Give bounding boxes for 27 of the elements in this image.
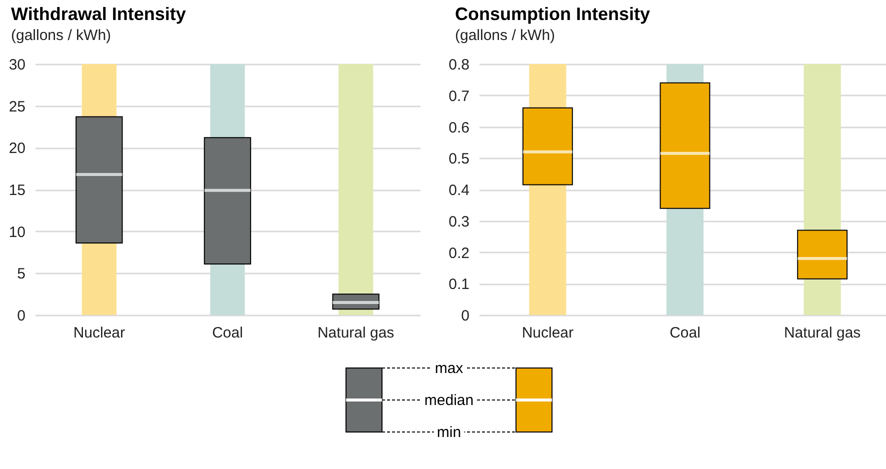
y-tick-label: 0.4 bbox=[448, 182, 470, 199]
y-tick-label: 0 bbox=[461, 308, 470, 324]
y-tick-label: 15 bbox=[8, 182, 26, 199]
y-tick-label: 5 bbox=[17, 266, 26, 283]
y-tick-label: 0.2 bbox=[448, 244, 470, 262]
x-tick-label: Natural gas bbox=[784, 324, 861, 342]
y-tick-label: 25 bbox=[8, 98, 26, 116]
y-tick-label: 0.1 bbox=[448, 276, 470, 294]
chart-title: Withdrawal Intensity bbox=[11, 4, 186, 24]
box-key: max median min bbox=[346, 360, 552, 441]
y-tick-label: 0 bbox=[17, 308, 26, 324]
chart-subtitle: (gallons / kWh) bbox=[455, 27, 556, 44]
y-tick-label: 30 bbox=[8, 56, 26, 74]
chart-subtitle: (gallons / kWh) bbox=[11, 27, 112, 44]
y-tick-label: 0.3 bbox=[448, 213, 470, 230]
x-tick-label: Coal bbox=[212, 324, 243, 342]
y-tick-label: 0.5 bbox=[448, 150, 470, 168]
y-tick-label: 0.6 bbox=[448, 119, 470, 136]
y-tick-label: 0.8 bbox=[448, 56, 470, 74]
y-tick-label: 10 bbox=[8, 224, 26, 241]
x-tick-label: Nuclear bbox=[522, 324, 574, 342]
x-tick-label: Natural gas bbox=[317, 324, 394, 342]
y-tick-label: 20 bbox=[8, 140, 26, 158]
x-tick-label: Nuclear bbox=[73, 324, 126, 342]
chart-title: Consumption Intensity bbox=[455, 4, 650, 24]
y-tick-label: 0.7 bbox=[448, 88, 470, 105]
x-tick-label: Coal bbox=[670, 324, 700, 342]
